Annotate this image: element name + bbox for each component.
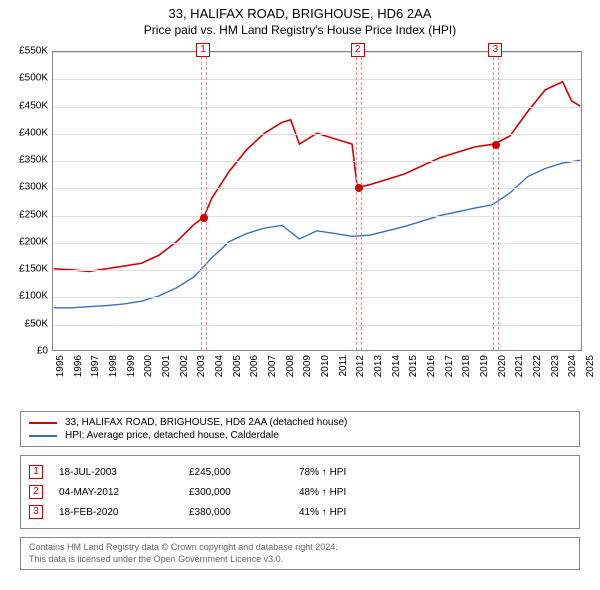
y-axis-tick: £50K — [0, 318, 48, 329]
sale-point-dot — [355, 184, 363, 192]
x-axis-tick: 2002 — [179, 355, 190, 377]
chart-area: £0 £50K £100K £150K £200K £250K £300K £350K £400… — [0, 41, 600, 411]
sale-date: 18-FEB-2020 — [59, 507, 189, 518]
sale-number: 1 — [29, 465, 43, 479]
sale-delta: 78% ↑ HPI — [299, 467, 419, 478]
x-axis-tick: 2008 — [285, 355, 296, 377]
x-axis-tick: 2015 — [408, 355, 419, 377]
x-axis-tick: 2020 — [497, 355, 508, 377]
y-axis-tick: £250K — [0, 209, 48, 220]
sales-table: 1 18-JUL-2003£245,00078% ↑ HPI 2 04-MAY-201… — [20, 455, 580, 529]
chart-container: 33, HALIFAX ROAD, BRIGHOUSE, HD6 2AA Pri… — [0, 0, 600, 570]
x-axis-tick: 2010 — [320, 355, 331, 377]
x-axis-tick: 2024 — [567, 355, 578, 377]
plot-region — [52, 51, 582, 351]
x-axis-tick: 2012 — [355, 355, 366, 377]
y-axis-tick: £0 — [0, 346, 48, 357]
sale-date: 18-JUL-2003 — [59, 467, 189, 478]
legend-item: HPI: Average price, detached house, Cald… — [29, 429, 571, 442]
x-axis-tick: 1995 — [55, 355, 66, 377]
marker-band — [356, 52, 362, 350]
x-axis-tick: 2013 — [373, 355, 384, 377]
x-axis-tick: 2023 — [550, 355, 561, 377]
sale-point-dot — [492, 141, 500, 149]
x-axis-tick: 2022 — [532, 355, 543, 377]
line-svg — [53, 52, 581, 350]
sale-row: 3 18-FEB-2020£380,00041% ↑ HPI — [29, 502, 571, 522]
title-block: 33, HALIFAX ROAD, BRIGHOUSE, HD6 2AA Pri… — [0, 0, 600, 41]
sale-number: 3 — [29, 505, 43, 519]
sale-row: 2 04-MAY-2012£300,00048% ↑ HPI — [29, 482, 571, 502]
marker-number: 2 — [351, 43, 365, 57]
x-axis-tick: 1996 — [73, 355, 84, 377]
sale-number: 2 — [29, 485, 43, 499]
y-axis-tick: £500K — [0, 73, 48, 84]
x-axis-tick: 2019 — [479, 355, 490, 377]
x-axis-tick: 2007 — [267, 355, 278, 377]
x-axis-tick: 2011 — [338, 355, 349, 377]
y-axis-tick: £450K — [0, 100, 48, 111]
marker-band — [493, 52, 499, 350]
x-axis-tick: 2018 — [461, 355, 472, 377]
title-line1: 33, HALIFAX ROAD, BRIGHOUSE, HD6 2AA — [0, 6, 600, 21]
y-axis-tick: £200K — [0, 236, 48, 247]
legend-item: 33, HALIFAX ROAD, BRIGHOUSE, HD6 2AA (de… — [29, 416, 571, 429]
x-axis-tick: 2009 — [302, 355, 313, 377]
marker-band — [201, 52, 207, 350]
x-axis-tick: 2004 — [214, 355, 225, 377]
y-axis-tick: £100K — [0, 291, 48, 302]
x-axis-tick: 1998 — [108, 355, 119, 377]
y-axis-tick: £300K — [0, 182, 48, 193]
x-axis-tick: 1997 — [90, 355, 101, 377]
title-line2: Price paid vs. HM Land Registry's House … — [0, 23, 600, 37]
y-axis-tick: £550K — [0, 46, 48, 57]
x-axis-tick: 2021 — [514, 355, 525, 377]
marker-number: 3 — [488, 43, 502, 57]
sale-delta: 41% ↑ HPI — [299, 507, 419, 518]
legend: 33, HALIFAX ROAD, BRIGHOUSE, HD6 2AA (de… — [20, 411, 580, 447]
sale-price: £380,000 — [189, 507, 299, 518]
legend-label: HPI: Average price, detached house, Cald… — [65, 430, 279, 441]
legend-swatch — [29, 422, 57, 424]
x-axis-tick: 2025 — [585, 355, 596, 377]
footer-line1: Contains HM Land Registry data © Crown c… — [29, 542, 571, 554]
footer: Contains HM Land Registry data © Crown c… — [20, 537, 580, 570]
x-axis-tick: 2003 — [196, 355, 207, 377]
x-axis-tick: 2000 — [143, 355, 154, 377]
x-axis-tick: 1999 — [126, 355, 137, 377]
x-axis-tick: 2005 — [232, 355, 243, 377]
marker-number: 1 — [196, 43, 210, 57]
x-axis-tick: 2017 — [444, 355, 455, 377]
x-axis-tick: 2016 — [426, 355, 437, 377]
x-axis-tick: 2001 — [161, 355, 172, 377]
sale-price: £245,000 — [189, 467, 299, 478]
footer-line2: This data is licensed under the Open Gov… — [29, 554, 571, 566]
sale-row: 1 18-JUL-2003£245,00078% ↑ HPI — [29, 462, 571, 482]
series-line — [54, 160, 580, 307]
sale-price: £300,000 — [189, 487, 299, 498]
legend-label: 33, HALIFAX ROAD, BRIGHOUSE, HD6 2AA (de… — [65, 417, 347, 428]
sale-point-dot — [200, 214, 208, 222]
y-axis-tick: £150K — [0, 264, 48, 275]
y-axis-tick: £350K — [0, 155, 48, 166]
x-axis-tick: 2006 — [249, 355, 260, 377]
sale-delta: 48% ↑ HPI — [299, 487, 419, 498]
x-axis-tick: 2014 — [391, 355, 402, 377]
sale-date: 04-MAY-2012 — [59, 487, 189, 498]
y-axis-tick: £400K — [0, 127, 48, 138]
legend-swatch — [29, 435, 57, 437]
